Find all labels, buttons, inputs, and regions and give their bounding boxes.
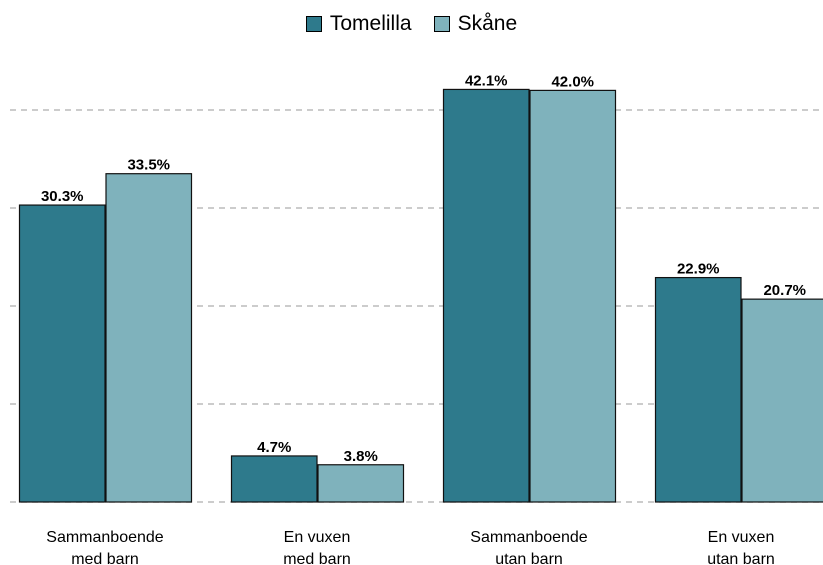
bar <box>654 276 742 503</box>
x-tick-label: Sammanboende med barn <box>46 529 164 565</box>
value-label: 42.0% <box>551 73 594 90</box>
bar <box>442 88 530 503</box>
legend-item: Skåne <box>433 12 518 36</box>
value-label: 4.7% <box>257 439 291 456</box>
legend: Tomelilla Skåne <box>0 12 823 36</box>
bar <box>741 298 823 503</box>
bar <box>230 455 318 503</box>
value-label: 33.5% <box>127 157 170 174</box>
x-tick-label: Sammanboende utan barn <box>470 529 588 565</box>
x-tick-label: En vuxen med barn <box>283 529 351 565</box>
bar <box>529 89 617 503</box>
legend-item: Tomelilla <box>305 12 412 36</box>
legend-label: Tomelilla <box>329 12 412 35</box>
value-label: 20.7% <box>763 282 806 299</box>
legend-swatch <box>305 16 322 32</box>
value-label: 30.3% <box>41 188 84 205</box>
bar <box>317 464 405 503</box>
legend-label: Skåne <box>457 12 518 35</box>
value-label: 42.1% <box>465 72 508 89</box>
legend-swatch <box>433 16 450 32</box>
bar <box>18 204 106 503</box>
bar <box>105 173 193 503</box>
x-tick-label: En vuxen utan barn <box>707 529 775 565</box>
value-label: 22.9% <box>677 261 720 278</box>
value-label: 3.8% <box>344 448 378 465</box>
